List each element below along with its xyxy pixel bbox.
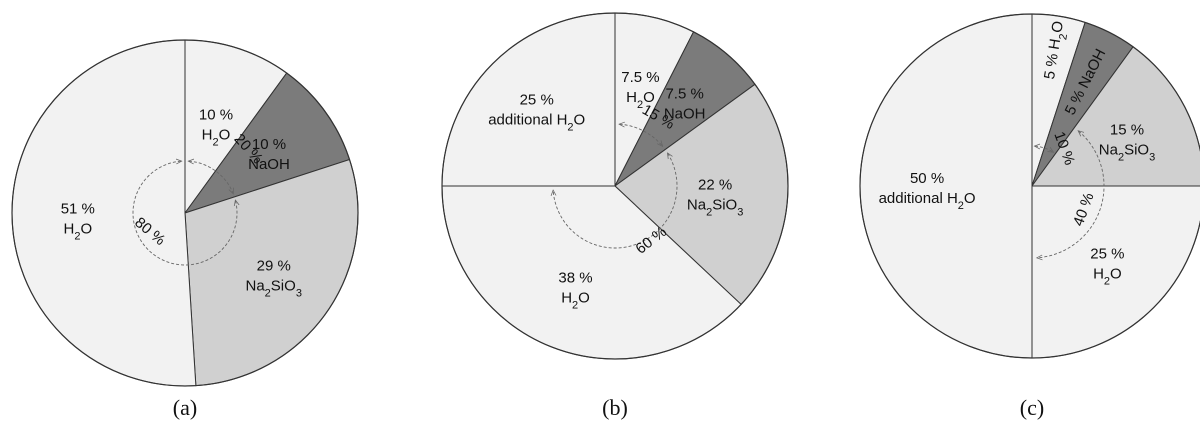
slice-label-h2o: 38 % H2O (558, 270, 592, 312)
pie-outline (859, 13, 1200, 359)
panel-caption: (c) (1020, 395, 1044, 420)
slice-percent-text: 22 % (698, 176, 732, 193)
panel-caption: (a) (173, 395, 197, 420)
slice-label-h2o: 25 % H2O (1090, 245, 1124, 287)
slice-label-na2sio3: 15 % Na2SiO3 (1099, 122, 1155, 164)
slice-component-text: H2O (1093, 265, 1122, 287)
panel-caption: (b) (602, 395, 628, 420)
slice-component-text: Na2SiO3 (245, 277, 301, 299)
slice-component-text: H2O (202, 127, 231, 149)
slice-component-text: H2O (63, 220, 92, 242)
slice-percent-text: 7.5 % (665, 85, 703, 102)
pie-outline (441, 12, 789, 360)
slice-label-naoh: 10 % NaOH (248, 136, 290, 173)
pie-outline (11, 39, 359, 387)
slice-label-naoh: 7.5 % NaOH (664, 85, 706, 122)
slice-label-na2sio3: 29 % Na2SiO3 (245, 257, 301, 299)
angle-arc (553, 153, 678, 249)
slice-component-text: NaOH (248, 156, 290, 173)
slice-component-text: additional H2O (879, 190, 976, 212)
slice-percent-text: 10 % (199, 107, 233, 124)
slice-percent-text: 38 % (558, 270, 592, 287)
slice-label-h2o: 5 % H2O (1041, 20, 1072, 81)
slice-percent-text: 50 % (910, 170, 944, 187)
slice-label-na2sio3: 22 % Na2SiO3 (687, 176, 743, 218)
slice-component-text: additional H2O (488, 112, 585, 134)
slice-label-text: 5 % H2O (1041, 20, 1072, 81)
pie-chart-b: 7.5 % H2O 7.5 % NaOH 22 % Na2SiO3 38 % H2O 25 % a… (441, 12, 789, 420)
slice-component-text: H2O (561, 290, 590, 312)
pie-slice-h2o (11, 39, 197, 387)
slice-component-text: Na2SiO3 (1099, 142, 1155, 164)
pie-slice-additional-h2o (859, 13, 1033, 359)
angle-arc (132, 161, 237, 266)
slice-label-additional-h2o: 25 % additional H2O (488, 92, 585, 134)
slice-percent-text: 15 % (1110, 122, 1144, 139)
slice-label-h2o: 7.5 % H2O (621, 69, 659, 111)
slice-percent-text: 10 % (252, 136, 286, 153)
slice-label-h2o: 10 % H2O (199, 107, 233, 149)
angle-arc (1037, 131, 1105, 258)
slice-percent-text: 25 % (1090, 245, 1124, 262)
slice-component-text: Na2SiO3 (687, 196, 743, 218)
slice-percent-text: 25 % (520, 92, 554, 109)
slice-percent-text: 51 % (61, 200, 95, 217)
angle-arc (1035, 146, 1053, 152)
slice-component-text: H2O (626, 89, 655, 111)
slice-label-h2o: 51 % H2O (61, 200, 95, 242)
slice-label-additional-h2o: 50 % additional H2O (879, 170, 976, 212)
slice-percent-text: 29 % (257, 257, 291, 274)
slice-percent-text: 7.5 % (621, 69, 659, 86)
slice-component-text: NaOH (664, 105, 706, 122)
